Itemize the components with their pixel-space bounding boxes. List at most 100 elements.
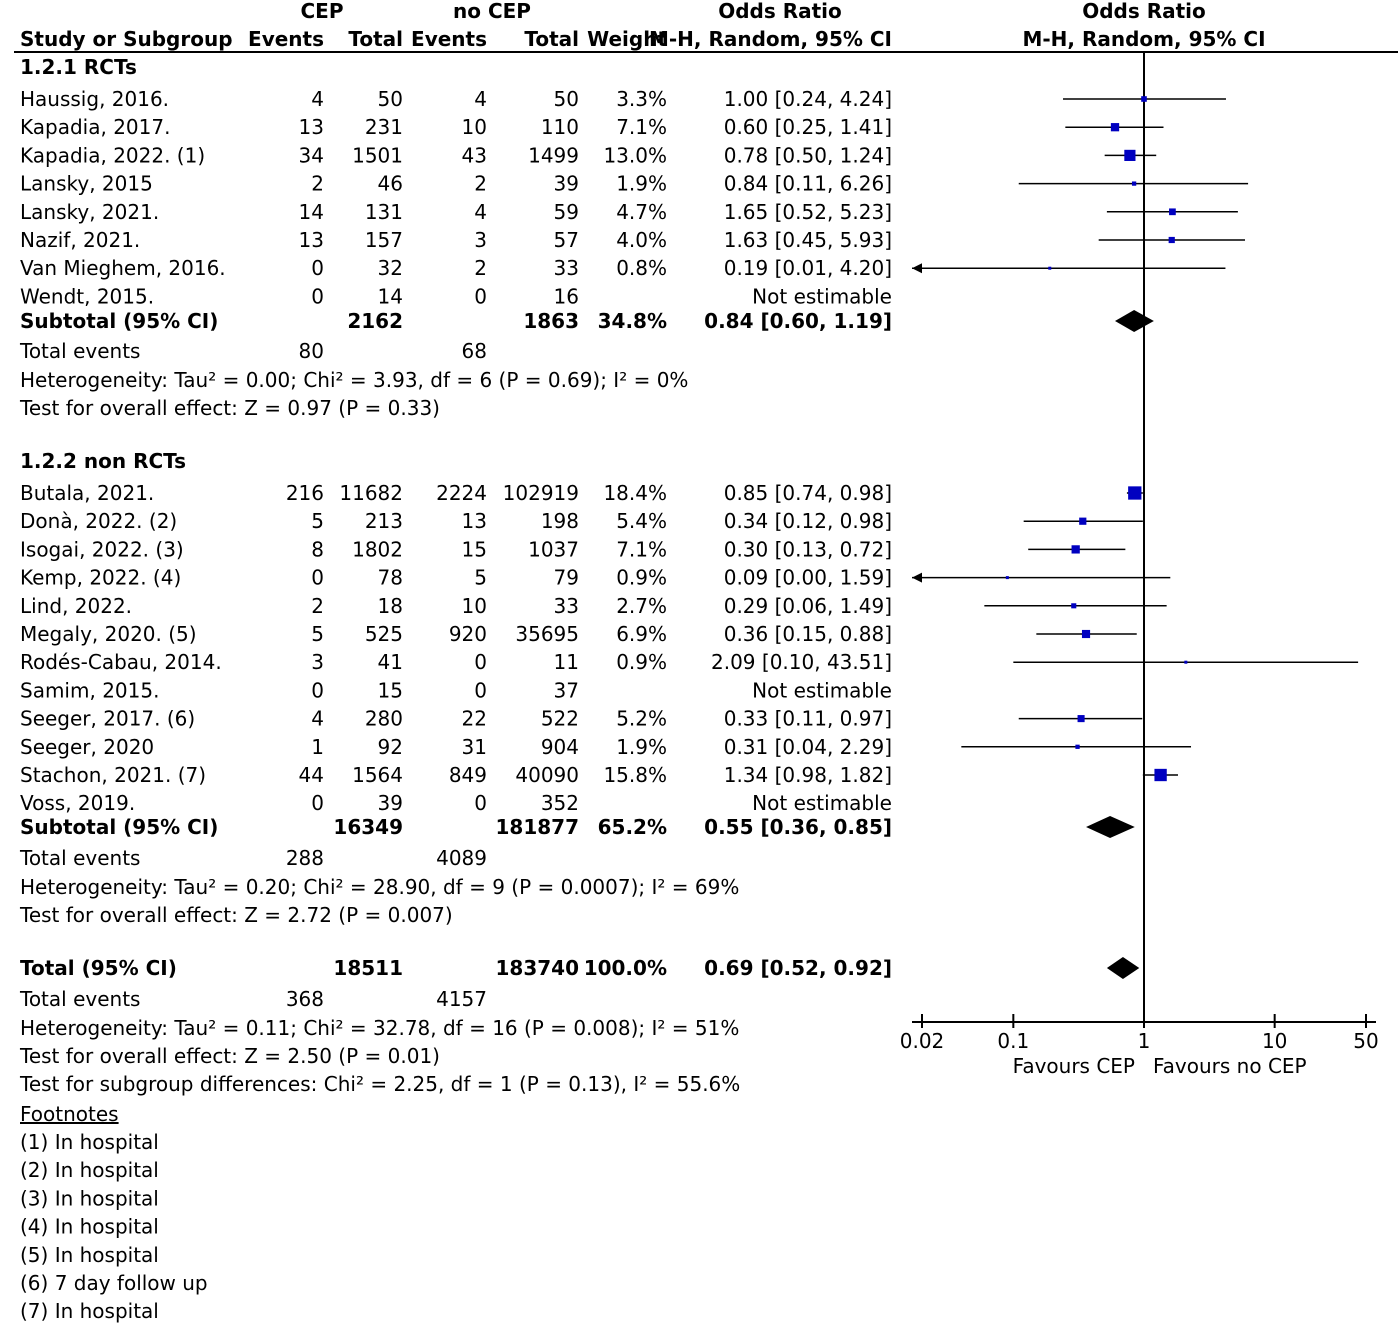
header-cep: CEP <box>301 0 344 23</box>
events-no-cep: 22 <box>462 707 487 731</box>
header-study: Study or Subgroup <box>20 27 233 51</box>
footnote: (7) In hospital <box>20 1299 159 1323</box>
point-estimate <box>1071 603 1077 609</box>
point-estimate <box>1141 96 1147 102</box>
subtotal-ci: 0.84 [0.60, 1.19] <box>704 309 892 333</box>
events-cep: 14 <box>299 200 324 224</box>
odds-ratio-ci: Not estimable <box>752 791 892 815</box>
weight: 1.9% <box>616 172 667 196</box>
weight: 15.8% <box>603 763 667 787</box>
study-name: Donà, 2022. (2) <box>20 509 177 533</box>
total-no-cep: 352 <box>541 791 579 815</box>
weight: 13.0% <box>603 143 667 167</box>
events-cep: 13 <box>299 228 324 252</box>
total-no-cep: 79 <box>554 566 579 590</box>
events-cep: 2 <box>311 172 324 196</box>
total-cep: 41 <box>378 650 403 674</box>
point-estimate <box>1071 545 1080 554</box>
study-name: Van Mieghem, 2016. <box>20 256 226 280</box>
study-name: Kapadia, 2017. <box>20 115 170 139</box>
header-no-cep: no CEP <box>453 0 531 23</box>
study-name: Kapadia, 2022. (1) <box>20 143 205 167</box>
total-no-cep: 110 <box>541 115 579 139</box>
study-name: Megaly, 2020. (5) <box>20 622 197 646</box>
odds-ratio-ci: 1.63 [0.45, 5.93] <box>724 228 892 252</box>
odds-ratio-ci: 0.33 [0.11, 0.97] <box>724 707 892 731</box>
odds-ratio-ci: 0.78 [0.50, 1.24] <box>724 143 892 167</box>
footnotes-title: Footnotes <box>20 1102 119 1126</box>
total-events-label: Total events <box>19 339 140 363</box>
total-no-cep: 40090 <box>515 763 579 787</box>
header-total-no-cep: Total <box>524 27 579 51</box>
odds-ratio-ci: 0.30 [0.13, 0.72] <box>724 537 892 561</box>
events-cep: 2 <box>311 594 324 618</box>
total-no-cep: 50 <box>554 87 579 111</box>
subtotal-weight: 65.2% <box>598 815 667 839</box>
events-cep: 0 <box>311 284 324 308</box>
weight: 0.9% <box>616 650 667 674</box>
study-name: Samim, 2015. <box>20 678 159 702</box>
odds-ratio-ci: 0.84 [0.11, 6.26] <box>724 172 892 196</box>
footnote: (2) In hospital <box>20 1158 159 1182</box>
events-cep: 3 <box>311 650 324 674</box>
heterogeneity: Heterogeneity: Tau² = 0.11; Chi² = 32.78… <box>20 1016 739 1040</box>
study-name: Wendt, 2015. <box>20 284 154 308</box>
study-name: Voss, 2019. <box>20 791 135 815</box>
footnote: (6) 7 day follow up <box>20 1271 208 1295</box>
odds-ratio-ci: 1.34 [0.98, 1.82] <box>724 763 892 787</box>
weight: 3.3% <box>616 87 667 111</box>
events-cep: 44 <box>299 763 324 787</box>
total-cep: 231 <box>365 115 403 139</box>
total-cep: 280 <box>365 707 403 731</box>
events-cep: 5 <box>311 509 324 533</box>
header-events-cep: Events <box>248 27 324 51</box>
heterogeneity: Heterogeneity: Tau² = 0.20; Chi² = 28.90… <box>20 875 739 899</box>
subtotal-total-no-cep: 181877 <box>496 815 580 839</box>
events-no-cep: 5 <box>474 566 487 590</box>
events-cep: 4 <box>311 87 324 111</box>
pooled-diamond <box>1086 816 1135 838</box>
events-cep: 4 <box>311 707 324 731</box>
events-no-cep: 10 <box>462 115 487 139</box>
weight: 2.7% <box>616 594 667 618</box>
total-no-cep: 59 <box>554 200 579 224</box>
total-cep: 525 <box>365 622 403 646</box>
weight: 5.4% <box>616 509 667 533</box>
total-cep: 18 <box>378 594 403 618</box>
events-cep: 5 <box>311 622 324 646</box>
events-no-cep: 2224 <box>436 481 487 505</box>
study-name: Isogai, 2022. (3) <box>20 537 184 561</box>
header-weight: Weight <box>587 27 667 51</box>
x-tick-label: 0.1 <box>997 1029 1029 1053</box>
overall-effect: Test for overall effect: Z = 2.72 (P = 0… <box>19 903 453 927</box>
point-estimate <box>1168 236 1175 244</box>
events-no-cep: 4 <box>474 87 487 111</box>
plot-header-method: M-H, Random, 95% CI <box>1022 27 1265 51</box>
total-cep: 11682 <box>339 481 403 505</box>
total-total-no-cep: 183740 <box>496 956 580 980</box>
total-events-no-cep: 4157 <box>436 987 487 1011</box>
total-cep: 14 <box>378 284 403 308</box>
study-name: Lansky, 2015 <box>20 172 153 196</box>
subgroup-differences: Test for subgroup differences: Chi² = 2.… <box>19 1072 740 1096</box>
total-events-cep: 288 <box>286 846 324 870</box>
events-no-cep: 43 <box>462 143 487 167</box>
pooled-diamond <box>1106 957 1140 979</box>
ci-arrow-left <box>912 263 922 274</box>
subgroup-title: 1.2.2 non RCTs <box>20 449 186 473</box>
total-cep: 1501 <box>352 143 403 167</box>
total-cep: 92 <box>378 735 403 759</box>
odds-ratio-ci: 1.65 [0.52, 5.23] <box>724 200 892 224</box>
point-estimate <box>1131 181 1137 186</box>
total-cep: 1564 <box>352 763 403 787</box>
footnote: (3) In hospital <box>20 1186 159 1210</box>
total-events-label: Total events <box>19 846 140 870</box>
odds-ratio-ci: 0.34 [0.12, 0.98] <box>724 509 892 533</box>
odds-ratio-ci: Not estimable <box>752 284 892 308</box>
events-no-cep: 0 <box>474 791 487 815</box>
total-cep: 15 <box>378 678 403 702</box>
events-cep: 0 <box>311 566 324 590</box>
point-estimate <box>1081 629 1091 639</box>
study-name: Haussig, 2016. <box>20 87 169 111</box>
